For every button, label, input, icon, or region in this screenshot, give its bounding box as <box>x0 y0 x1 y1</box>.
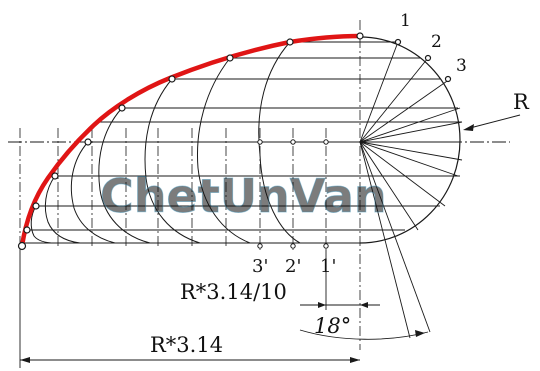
radius-arrow <box>469 114 521 129</box>
angle-arrow <box>415 330 425 337</box>
label-long-dimension: R*3.14 <box>150 333 223 357</box>
label-tick-3p: 3' <box>252 256 268 277</box>
label-angle: 18° <box>314 314 351 338</box>
long-dimension <box>19 250 360 368</box>
label-point-3: 3 <box>456 56 467 76</box>
radius-arrowhead <box>463 124 474 131</box>
label-tick-1p: 1' <box>320 256 336 277</box>
construction-arcs <box>30 41 301 244</box>
long-dimension-arrow-left <box>20 357 30 363</box>
long-dimension-arrow-right <box>350 357 360 363</box>
label-point-2: 2 <box>431 32 442 52</box>
base-semicircle <box>359 36 461 244</box>
short-dimension-arrow-right <box>360 302 368 308</box>
curve-points <box>17 32 452 251</box>
vertical-construction-lines <box>19 20 361 350</box>
angle-arc <box>299 329 429 340</box>
label-short-dimension: R*3.14/10 <box>180 280 287 304</box>
label-point-1: 1 <box>400 11 411 31</box>
short-dimension-arrow-left <box>318 302 326 308</box>
label-tick-2p: 2' <box>285 256 301 277</box>
label-radius: R <box>513 90 530 114</box>
radial-rays <box>359 41 463 339</box>
watermark: ChetUnVan <box>100 169 387 223</box>
axis-points <box>257 139 329 249</box>
